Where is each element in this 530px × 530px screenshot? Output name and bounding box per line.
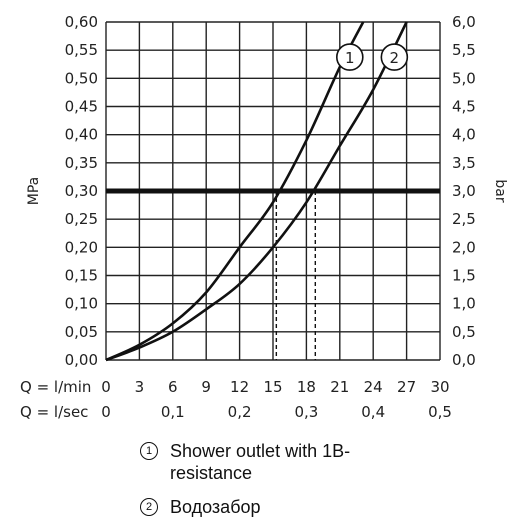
series-marker-circle-1: [335, 43, 364, 71]
x-primary-tick-3: 9: [201, 378, 211, 396]
y-left-tick-5: 0,25: [65, 210, 98, 228]
series-line-1: [105, 21, 365, 362]
legend-label-2: Водозабор: [170, 497, 261, 517]
y-right-tick-5: 2,5: [452, 210, 476, 228]
y-left-tick-6: 0,30: [65, 182, 98, 200]
y-right-tick-8: 4,0: [452, 126, 476, 144]
y-right-tick-4: 2,0: [452, 238, 476, 256]
x-primary-tick-2: 6: [168, 378, 178, 396]
y-right-tick-0: 0,0: [452, 351, 476, 369]
y-left-tick-11: 0,55: [65, 41, 98, 59]
y-axis-right-label: bar: [492, 179, 508, 202]
x-primary-tick-6: 18: [297, 378, 316, 396]
x-axis-secondary-label: Q = l/sec: [20, 403, 88, 421]
x-secondary-tick-1: 0,1: [161, 403, 185, 421]
x-secondary-ticks: 0 0,1 0,2 0,3 0,4 0,5: [101, 403, 452, 421]
y-left-tick-1: 0,05: [65, 323, 98, 341]
x-primary-tick-5: 15: [263, 378, 282, 396]
series-marker-circle-2: [380, 43, 409, 71]
y-left-tick-0: 0,00: [65, 351, 98, 369]
legend-item-1: 1 Shower outlet with 1B-resistance: [140, 440, 520, 484]
series-line-2: [105, 21, 408, 362]
x-secondary-tick-5: 0,5: [428, 403, 452, 421]
y-left-tick-2: 0,10: [65, 295, 98, 313]
series-lines: [105, 21, 408, 362]
y-right-ticks: 0,0 0,5 1,0 1,5 2,0 2,5 3,0 3,5 4,0 4,5 5,0 5,5 6,0: [452, 13, 476, 369]
y-right-tick-11: 5,5: [452, 41, 476, 59]
series-marker-label-1: 1: [345, 49, 355, 67]
y-left-tick-3: 0,15: [65, 267, 98, 285]
legend-item-2: 2 Водозабор: [140, 496, 520, 518]
y-right-tick-10: 5,0: [452, 69, 476, 87]
y-right-tick-9: 4,5: [452, 98, 476, 116]
x-secondary-tick-4: 0,4: [361, 403, 385, 421]
y-left-tick-7: 0,35: [65, 154, 98, 172]
y-right-tick-6: 3,0: [452, 182, 476, 200]
x-primary-tick-0: 0: [101, 378, 111, 396]
x-primary-ticks: 0 3 6 9 12 15 18 21 24 27 30: [101, 378, 449, 396]
y-left-tick-8: 0,40: [65, 126, 98, 144]
y-right-tick-3: 1,5: [452, 267, 476, 285]
x-primary-tick-1: 3: [135, 378, 145, 396]
x-primary-tick-9: 27: [397, 378, 416, 396]
legend: 1 Shower outlet with 1B-resistance 2 Вод…: [140, 440, 520, 518]
x-primary-tick-7: 21: [330, 378, 349, 396]
y-right-tick-12: 6,0: [452, 13, 476, 31]
legend-marker-1: 1: [140, 442, 158, 460]
y-right-tick-1: 0,5: [452, 323, 476, 341]
x-secondary-tick-0: 0: [101, 403, 111, 421]
x-primary-tick-10: 30: [430, 378, 449, 396]
y-left-tick-10: 0,50: [65, 69, 98, 87]
y-left-ticks: 0,00 0,05 0,10 0,15 0,20 0,25 0,30 0,35 0,40 0,45…: [65, 13, 98, 369]
x-secondary-tick-2: 0,2: [228, 403, 252, 421]
drop-lines: [275, 191, 317, 360]
legend-marker-2: 2: [140, 498, 158, 516]
y-right-tick-2: 1,0: [452, 295, 476, 313]
x-primary-tick-8: 24: [364, 378, 383, 396]
y-left-tick-12: 0,60: [65, 13, 98, 31]
x-secondary-tick-3: 0,3: [294, 403, 318, 421]
series-marker-label-2: 2: [390, 49, 400, 67]
y-right-tick-7: 3,5: [452, 154, 476, 172]
y-axis-left-label: MPa: [26, 177, 42, 205]
x-axis-primary-label: Q = l/min: [20, 378, 91, 396]
y-left-tick-4: 0,20: [65, 238, 98, 256]
x-primary-tick-4: 12: [230, 378, 249, 396]
legend-label-1: Shower outlet with 1B-resistance: [170, 441, 351, 483]
y-left-tick-9: 0,45: [65, 98, 98, 116]
